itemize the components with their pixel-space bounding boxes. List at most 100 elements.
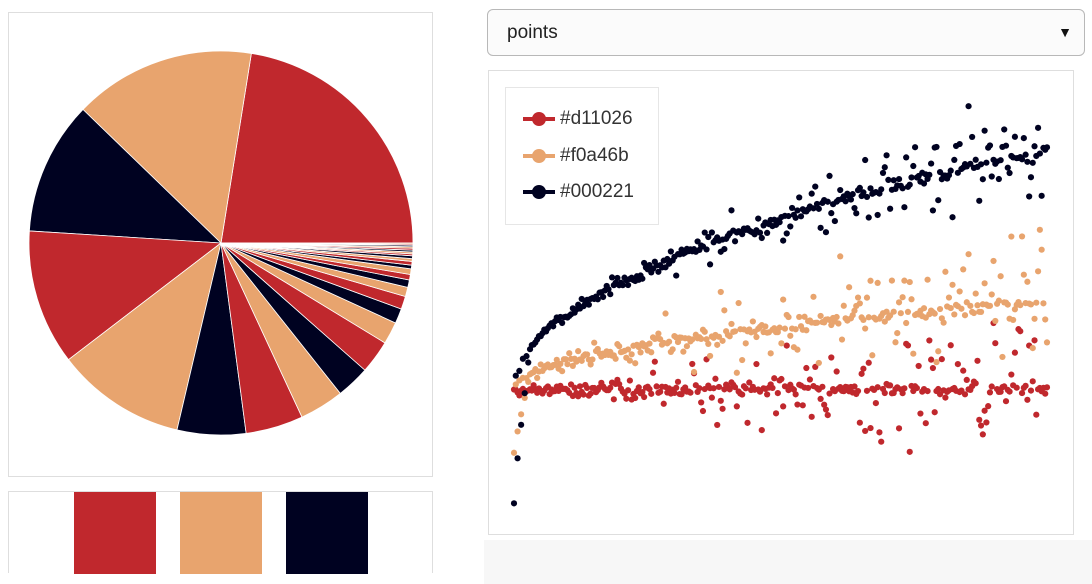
- scatter-point: [983, 159, 990, 166]
- scatter-point: [970, 309, 978, 317]
- scatter-point: [673, 384, 680, 391]
- swatch-orange[interactable]: [180, 492, 262, 574]
- scatter-point: [746, 379, 753, 386]
- scatter-point: [924, 276, 931, 283]
- scatter-point: [616, 343, 623, 350]
- scatter-point: [715, 333, 723, 340]
- scatter-point: [988, 383, 995, 390]
- scatter-point: [920, 180, 928, 187]
- swatch-navy[interactable]: [286, 492, 368, 574]
- scatter-point: [851, 307, 858, 314]
- scatter-point: [888, 277, 896, 284]
- scatter-point: [974, 302, 981, 309]
- scatter-point: [785, 313, 792, 321]
- scatter-point: [838, 336, 846, 343]
- scatter-point: [997, 273, 1004, 280]
- legend-item-orange[interactable]: #f0a46b: [522, 142, 629, 170]
- scatter-point: [833, 368, 840, 375]
- scatter-point: [862, 325, 869, 332]
- scatter-point: [895, 175, 903, 183]
- scatter-point: [808, 413, 815, 420]
- scatter-point: [977, 422, 985, 429]
- scatter-point: [965, 251, 972, 258]
- scatter-point: [790, 386, 797, 393]
- scatter-point: [1027, 301, 1035, 308]
- scatter-point: [894, 330, 901, 337]
- scatter-point: [706, 352, 714, 360]
- scatter-point: [858, 370, 865, 377]
- pie-slice-1[interactable]: [82, 50, 252, 244]
- legend-marker-orange: [523, 149, 555, 163]
- scatter-point: [812, 363, 819, 370]
- legend-item-red[interactable]: #d11026: [522, 105, 633, 133]
- scatter-point: [632, 360, 639, 367]
- scatter-point: [853, 210, 860, 217]
- scatter-point: [1033, 411, 1040, 418]
- scatter-point: [895, 299, 903, 306]
- pie-slice-0[interactable]: [220, 52, 414, 244]
- scatter-point: [981, 127, 988, 134]
- scatter-point: [648, 390, 655, 397]
- scatter-point: [733, 369, 740, 376]
- scatter-point: [926, 171, 933, 178]
- swatch-red[interactable]: [74, 492, 156, 574]
- scatter-point: [637, 349, 644, 356]
- scatter-point: [783, 342, 790, 349]
- scatter-point: [739, 391, 746, 398]
- scatter-point: [705, 340, 712, 348]
- scatter-point: [771, 375, 778, 382]
- scatter-point: [651, 358, 658, 365]
- scatter-point: [512, 381, 519, 388]
- scatter-point: [562, 356, 569, 363]
- scatter-point: [731, 384, 739, 391]
- scatter-point: [514, 455, 521, 462]
- scatter-point: [961, 391, 969, 398]
- scatter-point: [1002, 398, 1010, 405]
- scatter-point: [607, 384, 614, 391]
- scatter-point: [936, 305, 944, 313]
- scatter-point: [1024, 396, 1031, 403]
- pie-chart: [28, 50, 414, 436]
- scatter-point: [903, 319, 910, 327]
- pie-slice-2[interactable]: [28, 108, 223, 244]
- scatter-point: [920, 305, 928, 312]
- scatter-point: [719, 337, 726, 344]
- scatter-point: [514, 428, 521, 435]
- scatter-point: [701, 328, 708, 335]
- scatter-point: [1017, 328, 1024, 335]
- scatter-point: [665, 338, 673, 345]
- scatter-point: [817, 395, 824, 402]
- scatter-point: [954, 361, 961, 368]
- scatter-point: [1024, 158, 1031, 165]
- scatter-point: [988, 173, 995, 180]
- scatter-point: [869, 352, 876, 359]
- scatter-point: [744, 419, 751, 426]
- scatter-point: [578, 295, 585, 303]
- scatter-point: [739, 356, 746, 364]
- scatter-point: [931, 409, 938, 416]
- series-2: [510, 103, 1051, 507]
- scatter-point: [906, 181, 913, 188]
- scatter-point: [911, 144, 919, 151]
- scatter-point: [578, 357, 585, 364]
- scatter-point: [972, 290, 979, 297]
- scatter-point: [559, 319, 566, 327]
- pie-slice-3[interactable]: [28, 230, 223, 361]
- scatter-point: [1022, 151, 1029, 158]
- scatter-point: [683, 343, 691, 350]
- scatter-point: [649, 369, 657, 376]
- scatter-point: [965, 103, 972, 110]
- scatter-point: [974, 357, 981, 364]
- scatter-point: [655, 330, 662, 337]
- mode-select[interactable]: points ▼: [487, 9, 1085, 56]
- scatter-point: [1038, 246, 1045, 253]
- scatter-point: [1010, 316, 1017, 324]
- pie-slice-28[interactable]: [220, 242, 414, 245]
- legend-item-navy[interactable]: #000221: [522, 178, 634, 206]
- scatter-point: [979, 176, 986, 183]
- legend: #d11026 #f0a46b #000221: [505, 87, 659, 225]
- pie-slice-4[interactable]: [67, 242, 222, 431]
- scatter-point: [992, 340, 999, 347]
- scatter-point: [708, 394, 715, 401]
- scatter-point: [717, 397, 724, 404]
